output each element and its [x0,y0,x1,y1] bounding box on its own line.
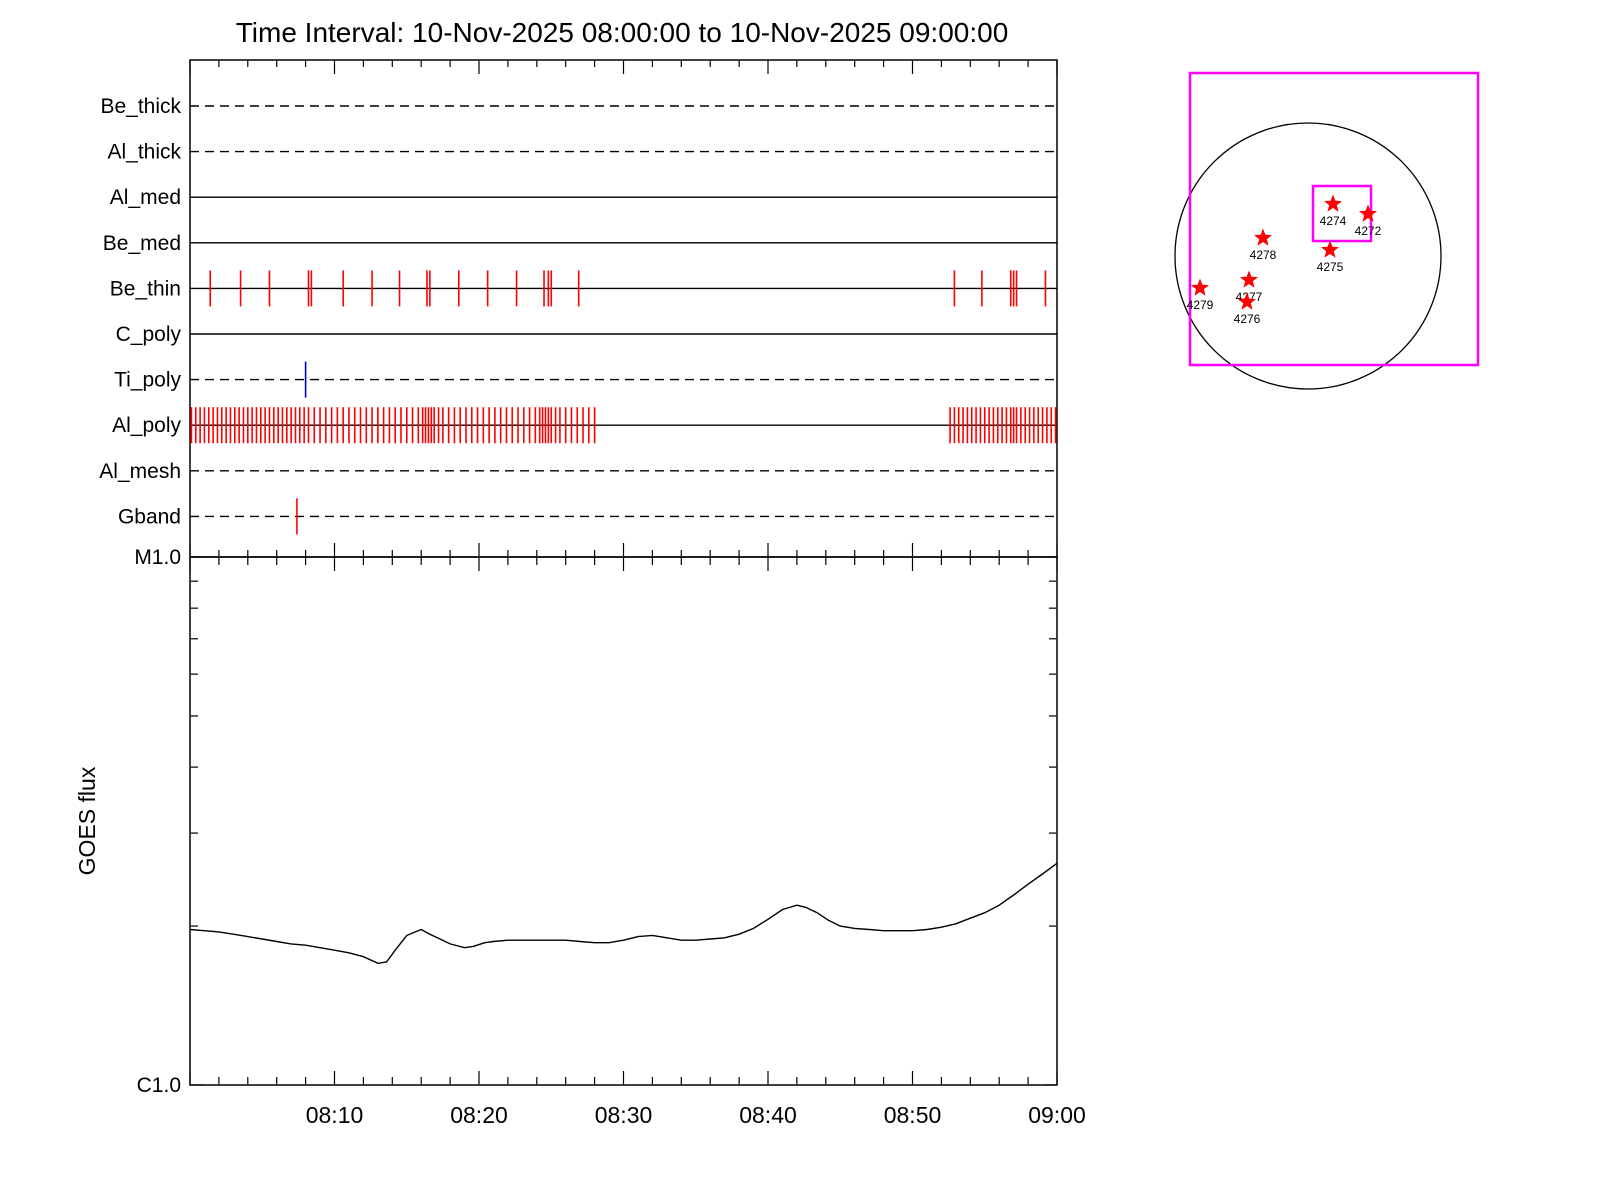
channel-panel-frame [189,59,1058,558]
time-tick-label: 08:10 [306,1102,364,1128]
plot-title: Time Interval: 10-Nov-2025 08:00:00 to 1… [236,17,1009,48]
channel-label-Al_thick: Al_thick [107,141,181,164]
active-region-star-4274 [1324,194,1342,212]
solar-limb-circle [1174,122,1442,390]
channel-label-Be_thick: Be_thick [100,95,181,118]
goes-flux-curve [189,862,1058,965]
time-tick-label: 08:40 [739,1102,797,1128]
goes-flux-axis-label: GOES flux [74,766,100,875]
active-region-label: 4272 [1355,224,1382,238]
active-region-star-4276 [1238,292,1256,310]
active-region-label: 4275 [1317,260,1344,274]
active-region-label: 4274 [1320,214,1347,228]
channel-label-Al_med: Al_med [110,186,181,209]
goes-flux-panel: M1.0 C1.0 08:10 08:20 08:30 08:40 08:50 09:00 [134,546,1085,1128]
channel-label-Ti_poly: Ti_poly [114,369,181,392]
time-tick-label: 08:50 [884,1102,942,1128]
time-tick-label: 09:00 [1028,1102,1086,1128]
time-tick-label: 08:20 [450,1102,508,1128]
goes-ytick-label: C1.0 [137,1074,181,1097]
active-region-star-4278 [1254,228,1272,246]
channel-label-Be_thin: Be_thin [110,277,181,300]
channel-label-Al_poly: Al_poly [112,414,181,437]
channel-label-Be_med: Be_med [103,232,181,255]
active-region-star-4272 [1359,204,1377,222]
active-region-label: 4276 [1234,312,1261,326]
time-tick-label: 08:30 [595,1102,653,1128]
channel-label-Gband: Gband [118,505,181,528]
goes-ytick-label: M1.0 [134,546,181,569]
fov-outer-box [1188,71,1480,367]
channel-label-C_poly: C_poly [116,323,182,346]
active-region-star-4275 [1321,240,1339,258]
active-region-label: 4278 [1250,248,1277,262]
filter-channel-panel: Be_thick Al_thick Al_med Be_med Be_thin C_pol… [99,59,1058,558]
active-region-label: 4279 [1187,298,1214,312]
channel-label-Al_mesh: Al_mesh [99,460,181,483]
active-region-star-4279 [1191,278,1209,296]
goes-panel-frame [189,556,1058,1086]
active-region-star-4277 [1240,270,1258,288]
